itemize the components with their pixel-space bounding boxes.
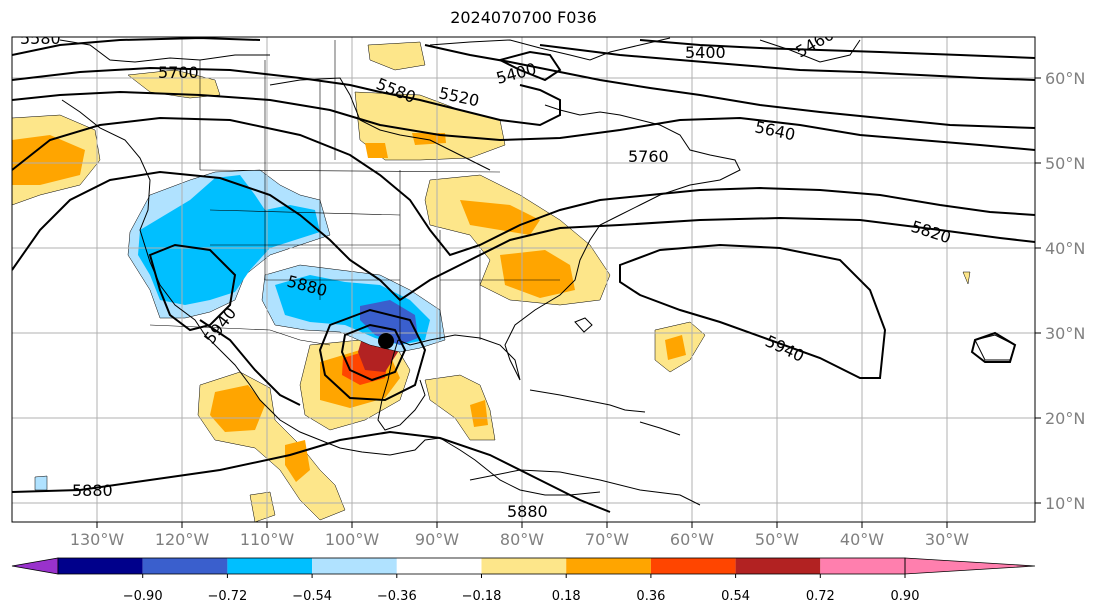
lon-label: 90°W <box>415 530 459 549</box>
shade-orange <box>500 250 575 298</box>
shade-orange <box>470 400 488 427</box>
lon-label: 80°W <box>500 530 544 549</box>
shade-orange <box>460 200 540 235</box>
shade-orange <box>210 385 265 432</box>
contour-label: 5400 <box>685 43 726 62</box>
shade-yellow <box>367 41 426 71</box>
contour-label: 5760 <box>628 147 669 166</box>
lon-label: 40°W <box>840 530 884 549</box>
contour-label: 5880 <box>507 502 548 521</box>
lat-label: 60°N <box>1045 69 1085 88</box>
contour-label: 5880 <box>72 481 113 500</box>
colorbar-label: −0.54 <box>292 589 332 604</box>
lon-label: 130°W <box>70 530 125 549</box>
storm-marker <box>378 333 394 349</box>
shade-lightblue <box>34 475 48 491</box>
lon-label: 60°W <box>670 530 714 549</box>
shade-orange <box>665 335 686 360</box>
colorbar-swatch <box>58 558 143 574</box>
colorbar: −0.90 −0.72 −0.54 −0.36 −0.18 0.18 0.36 … <box>11 557 1036 604</box>
latitude-labels: 60°N 50°N 40°N 30°N 20°N 10°N <box>1045 69 1085 513</box>
lat-label: 30°N <box>1045 324 1085 343</box>
colorbar-swatch <box>481 558 567 574</box>
shade-orange <box>365 143 388 158</box>
colorbar-label: 0.72 <box>806 589 835 604</box>
lon-label: 100°W <box>325 530 380 549</box>
colorbar-label: 0.18 <box>552 589 581 604</box>
colorbar-ticks <box>142 574 906 578</box>
map-title: 2024070700 F036 <box>450 8 597 27</box>
colorbar-extend-left <box>11 557 59 575</box>
colorbar-swatch <box>227 558 313 574</box>
colorbar-label: 0.54 <box>721 589 750 604</box>
colorbar-label: −0.72 <box>207 589 247 604</box>
colorbar-swatch <box>650 558 736 574</box>
colorbar-swatch <box>566 558 651 574</box>
lon-label: 110°W <box>240 530 295 549</box>
colorbar-label: −0.36 <box>377 589 417 604</box>
longitude-labels: 130°W 120°W 110°W 100°W 90°W 80°W 70°W 6… <box>70 530 969 549</box>
lon-label: 50°W <box>755 530 799 549</box>
colorbar-label: −0.18 <box>462 589 502 604</box>
graticule <box>12 37 1035 522</box>
lat-label: 50°N <box>1045 154 1085 173</box>
lon-label: 30°W <box>925 530 969 549</box>
contour-label: 5580 <box>20 29 61 48</box>
lon-label: 70°W <box>585 530 629 549</box>
colorbar-label: 0.90 <box>891 589 920 604</box>
lat-label: 40°N <box>1045 239 1085 258</box>
lat-label: 20°N <box>1045 409 1085 428</box>
shade-yellow <box>249 491 276 522</box>
axis-ticks <box>96 77 1041 528</box>
colorbar-swatch <box>396 558 482 574</box>
map-frame <box>11 36 1036 523</box>
coastlines <box>59 37 1016 506</box>
height-contours <box>12 37 1035 513</box>
shade-yellow <box>962 271 971 285</box>
shade-yellow <box>127 69 221 99</box>
colorbar-swatch <box>820 558 905 574</box>
colorbar-extend-right <box>904 557 1036 575</box>
lon-label: 120°W <box>155 530 210 549</box>
shade-blue <box>138 175 320 305</box>
colorbar-swatch <box>142 558 228 574</box>
map-panel: 5580 5700 5580 5520 5400 5400 5460 5640 … <box>12 29 1035 522</box>
colorbar-label: −0.90 <box>123 589 163 604</box>
colorbar-swatch <box>312 558 397 574</box>
shade-orange <box>12 135 85 185</box>
colorbar-label: 0.36 <box>636 589 665 604</box>
colorbar-swatch <box>735 558 821 574</box>
contour-label: 5700 <box>158 63 199 82</box>
lat-label: 10°N <box>1045 494 1085 513</box>
